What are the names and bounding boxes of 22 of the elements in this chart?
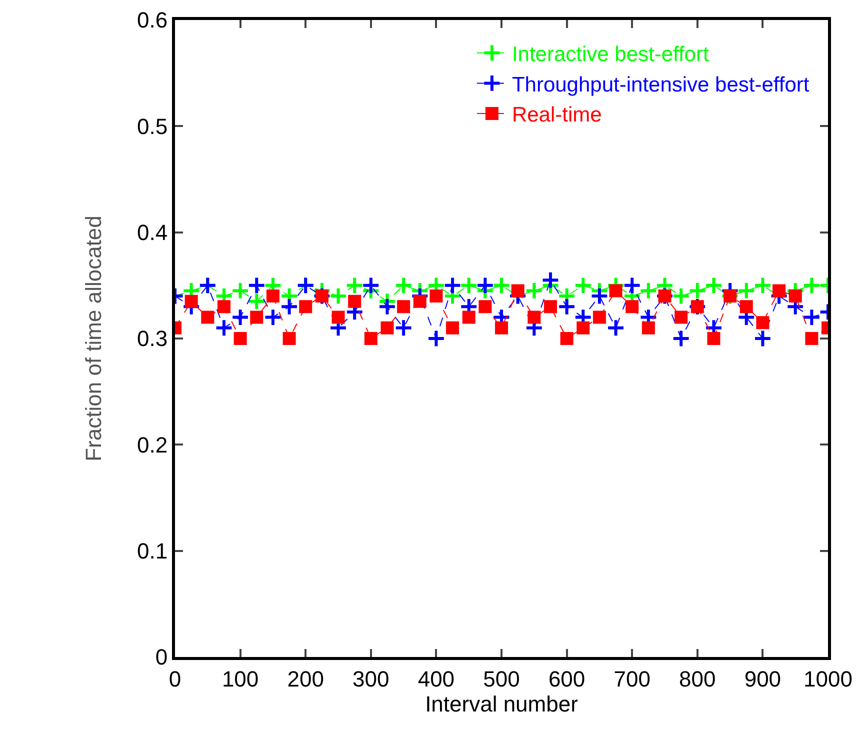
y-tick-label: 0.5 xyxy=(137,114,168,139)
y-axis-title: Fraction of time allocated xyxy=(80,216,106,462)
x-tick-label: 300 xyxy=(352,666,390,692)
legend-label: Throughput-intensive best-effort xyxy=(512,73,810,96)
y-tick-label: 0.2 xyxy=(137,432,168,458)
x-tick-label: 200 xyxy=(287,666,324,692)
y-tick-label: 0.3 xyxy=(137,326,168,352)
y-tick-label: 0 xyxy=(155,644,168,670)
legend-label: Real-time xyxy=(512,104,602,127)
x-tick-label: 100 xyxy=(222,666,259,692)
x-tick-label: 900 xyxy=(744,666,782,692)
x-tick-label: 700 xyxy=(614,666,650,692)
y-tick-label: 0.6 xyxy=(137,8,168,33)
x-tick-label: 800 xyxy=(679,666,716,692)
x-tick-label: 500 xyxy=(483,666,520,692)
y-tick-label: 0.4 xyxy=(137,220,168,246)
y-tick-label: 0.1 xyxy=(137,538,168,564)
x-tick-label: 600 xyxy=(548,666,586,692)
legend-label: Interactive best-effort xyxy=(512,43,709,66)
x-tick-label: 1000 xyxy=(804,666,852,692)
x-tick-label: 400 xyxy=(418,666,455,692)
x-axis-title: Interval number xyxy=(425,691,578,716)
